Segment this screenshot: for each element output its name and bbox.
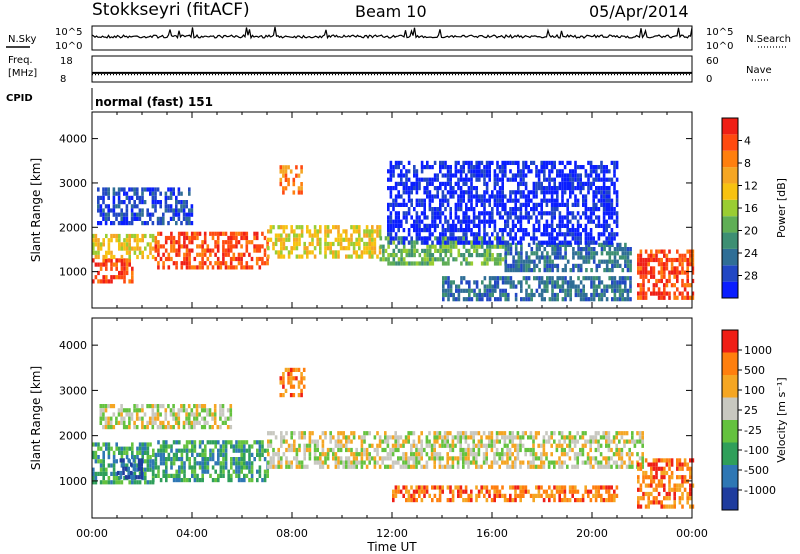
noise-search-label: N.Search — [746, 34, 791, 45]
nave-label: Nave — [746, 65, 772, 76]
power-panel-colorbar-tick-label-2: 12 — [744, 180, 758, 193]
velocity-panel-ylabel: Slant Range [km] — [29, 366, 43, 470]
power-panel-region-3 — [267, 225, 382, 259]
velocity-panel-colorbar-swatch-6 — [722, 352, 738, 375]
power-panel-region-0 — [92, 258, 134, 284]
nave-tick-bottom: 0 — [706, 74, 712, 85]
power-panel-colorbar-swatch-3 — [722, 232, 738, 249]
velocity-panel-colorbar-swatch-4 — [722, 397, 738, 420]
velocity-panel-ytick-label-2: 3000 — [59, 384, 87, 397]
velocity-panel-colorbar-tick-label-1: 500 — [744, 364, 765, 377]
x-axis-label: Time UT — [366, 540, 417, 554]
power-panel-colorbar-tick-label-5: 24 — [744, 247, 758, 260]
velocity-panel-colorbar-tick-label-2: 100 — [744, 384, 765, 397]
velocity-panel-ytick-label-0: 1000 — [59, 475, 87, 488]
power-panel-colorbar-swatch-6 — [722, 183, 738, 200]
velocity-panel-colorbar-tick-label-5: -100 — [744, 444, 769, 457]
power-panel-region-6 — [637, 249, 695, 300]
power-panel-colorbar-swatch-0 — [722, 281, 738, 298]
velocity-panel-colorbar-tick-label-3: 25 — [744, 404, 758, 417]
power-panel-colorbar-tick-label-3: 16 — [744, 202, 758, 215]
xtick-label-3: 12:00 — [376, 527, 408, 540]
station-title: Stokkseyri (fitACF) — [92, 0, 250, 20]
power-panel-region-8 — [279, 165, 303, 195]
power-panel-ytick-label-2: 3000 — [59, 177, 87, 190]
xtick-label-0: 00:00 — [76, 527, 108, 540]
power-panel-ytick-label-3: 4000 — [59, 133, 87, 146]
xtick-label-2: 08:00 — [276, 527, 308, 540]
velocity-panel-region-0 — [92, 442, 155, 485]
frequency-label: Freq. — [8, 55, 33, 66]
velocity-panel-ytick-label-3: 4000 — [59, 339, 87, 352]
velocity-panel-region-6 — [637, 458, 695, 509]
velocity-panel-region-2 — [267, 431, 644, 469]
power-panel-region-5 — [504, 242, 632, 273]
xtick-label-1: 04:00 — [176, 527, 208, 540]
frequency-tick-top: 18 — [60, 56, 73, 67]
power-panel-colorbar-tick-label-4: 20 — [744, 225, 758, 238]
velocity-panel-colorbar-swatch-1 — [722, 465, 738, 488]
velocity-panel-colorbar-tick-label-4: -25 — [744, 424, 762, 437]
power-panel-colorbar-swatch-5 — [722, 199, 738, 217]
power-panel-cells — [92, 160, 695, 302]
velocity-panel-colorbar-swatch-5 — [722, 375, 738, 398]
velocity-panel-colorbar-frame — [721, 329, 739, 511]
power-panel-colorbar-tick-label-6: 28 — [744, 270, 758, 283]
velocity-panel-region-4 — [279, 367, 306, 398]
noise-right-tick-top: 10^5 — [706, 27, 733, 38]
velocity-panel-colorbar-swatch-2 — [722, 442, 738, 465]
frequency-unit-label: [MHz] — [8, 68, 37, 79]
power-panel-colorbar-swatch-10 — [722, 118, 738, 135]
power-panel-colorbar-swatch-4 — [722, 216, 738, 233]
noise-sky-series — [91, 26, 693, 40]
power-panel-colorbar-swatch-1 — [722, 265, 738, 282]
power-panel-colorbar-label: Power [dB] — [775, 178, 788, 238]
velocity-panel-colorbar-tick-label-0: 1000 — [744, 344, 772, 357]
power-panel-colorbar-swatch-2 — [722, 248, 738, 266]
velocity-panel-colorbar-swatch-0 — [722, 487, 738, 510]
cpid-value: normal (fast) 151 — [95, 95, 213, 109]
velocity-panel-region-5 — [392, 485, 619, 503]
velocity-panel-region-3 — [99, 404, 233, 430]
velocity-panel-colorbar-tick-label-7: -1000 — [744, 484, 776, 497]
noise-panel-frame — [91, 25, 693, 51]
velocity-panel-ytick-label-1: 2000 — [59, 430, 87, 443]
velocity-panel-region-1 — [152, 440, 269, 483]
xtick-label-6: 00:00 — [676, 527, 708, 540]
velocity-panel-colorbar-label: Velocity [m s⁻¹] — [775, 377, 788, 462]
frequency-tick-bottom: 8 — [60, 74, 66, 85]
noise-sky-label: N.Sky — [8, 34, 36, 45]
xtick-label-5: 20:00 — [576, 527, 608, 540]
nave-tick-top: 60 — [706, 56, 719, 67]
velocity-panel-cells — [92, 367, 695, 509]
velocity-panel-colorbar-swatch-7 — [722, 330, 738, 353]
power-panel-region-1 — [92, 233, 155, 260]
power-panel-region-9 — [387, 160, 619, 245]
date-title: 05/Apr/2014 — [589, 2, 689, 21]
power-panel-region-10 — [442, 276, 632, 302]
cpid-label: CPID — [6, 93, 33, 104]
velocity-panel-colorbar-tick-label-6: -500 — [744, 464, 769, 477]
power-panel-colorbar-swatch-8 — [722, 150, 738, 168]
power-panel-ylabel: Slant Range [km] — [29, 158, 43, 262]
power-panel-colorbar-swatch-7 — [722, 167, 738, 184]
power-panel-ytick-label-1: 2000 — [59, 221, 87, 234]
power-panel-ytick-label-0: 1000 — [59, 266, 87, 279]
velocity-panel-colorbar-swatch-3 — [722, 420, 738, 443]
power-panel-colorbar-tick-label-1: 8 — [744, 157, 751, 170]
power-panel-colorbar-swatch-9 — [722, 134, 738, 151]
power-panel-colorbar-tick-label-0: 4 — [744, 135, 751, 148]
noise-right-tick-bottom: 10^0 — [706, 41, 733, 52]
power-panel-region-2 — [154, 231, 269, 270]
velocity-panel-region-7 — [117, 458, 143, 480]
xtick-label-4: 16:00 — [476, 527, 508, 540]
noise-left-tick-bottom: 10^0 — [55, 41, 82, 52]
beam-title: Beam 10 — [355, 2, 427, 21]
noise-left-tick-top: 10^5 — [55, 27, 82, 38]
frequency-panel-frame — [91, 55, 693, 83]
power-panel-region-7 — [97, 187, 194, 226]
